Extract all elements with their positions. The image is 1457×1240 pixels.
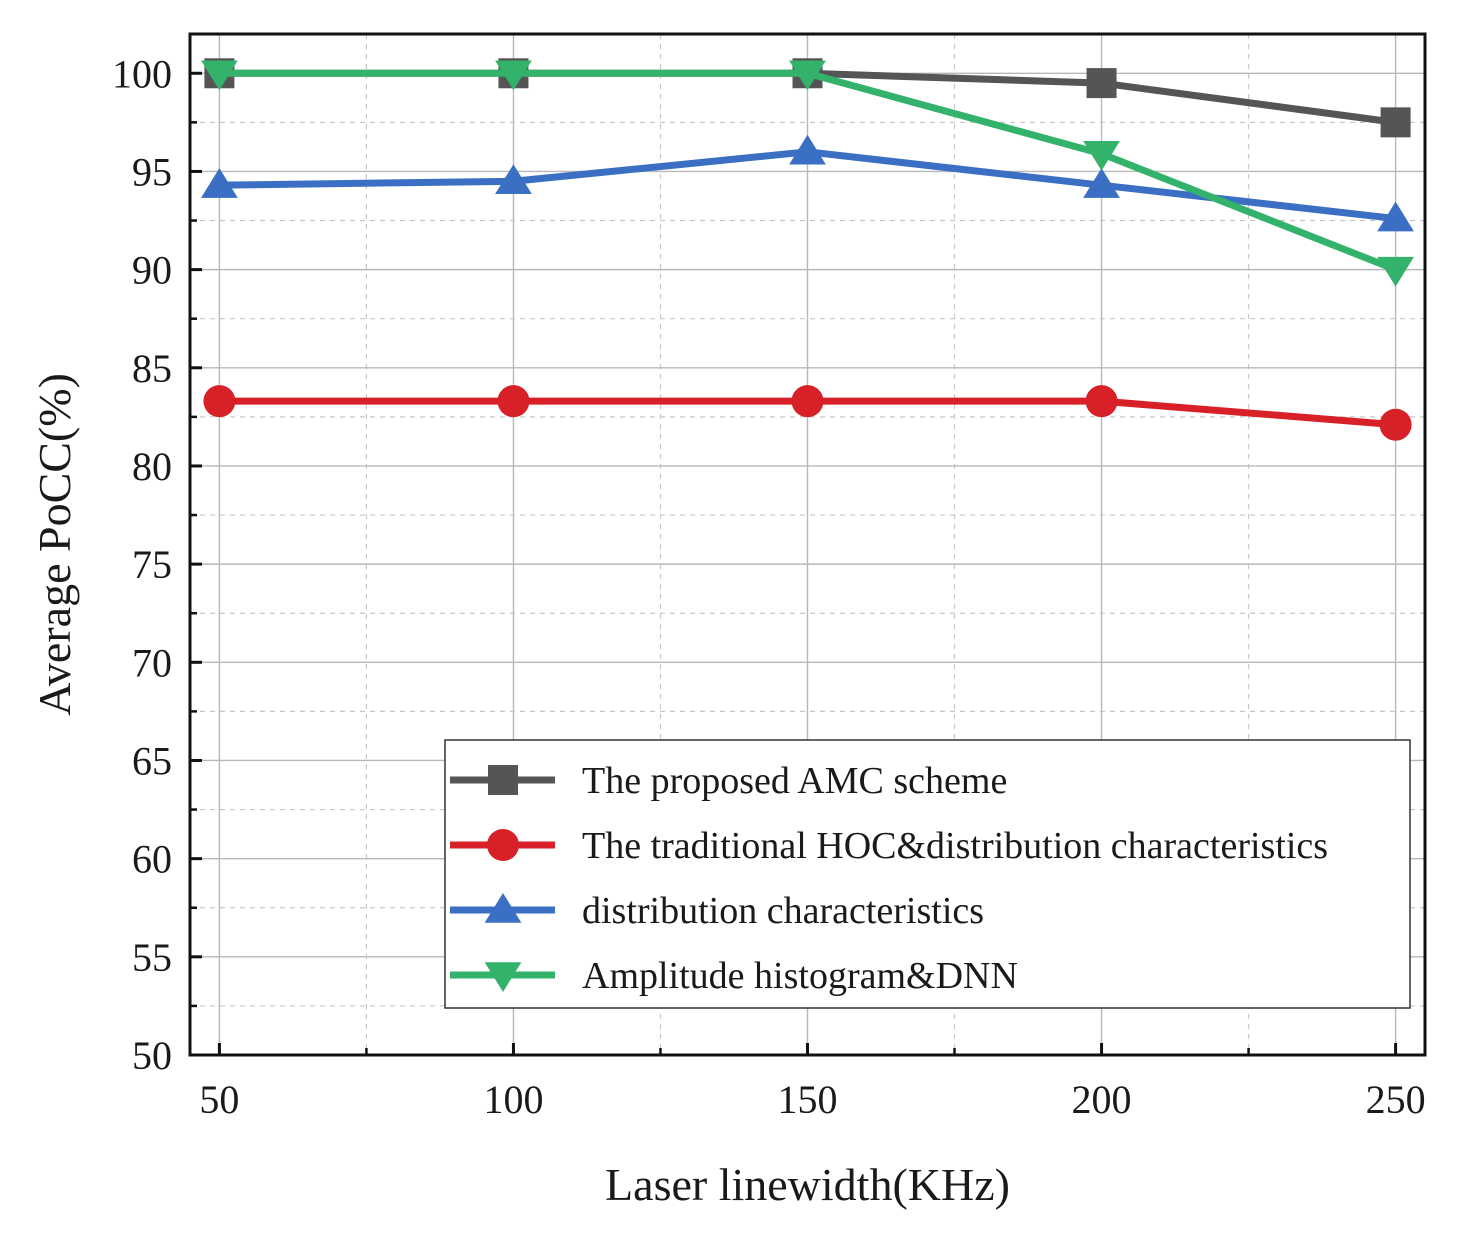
legend-label-1: The traditional HOC&distribution charact… — [582, 825, 1328, 867]
y-tick-label-85: 85 — [132, 346, 172, 391]
legend-marker-2 — [484, 893, 522, 923]
y-tick-label-70: 70 — [132, 640, 172, 685]
y-tick-label-50: 50 — [132, 1033, 172, 1078]
data-point-2-1 — [495, 164, 532, 195]
grid-lines — [190, 34, 1425, 1055]
y-tick-label-75: 75 — [132, 542, 172, 587]
data-point-1-1 — [497, 385, 530, 418]
data-point-3-2 — [789, 60, 826, 91]
data-point-3-4 — [1377, 256, 1414, 287]
legend-marker-3 — [484, 962, 522, 992]
data-point-2-3 — [1083, 168, 1120, 198]
legend-label-0: The proposed AMC scheme — [582, 760, 1007, 802]
y-tick-label-90: 90 — [132, 248, 172, 293]
legend-box — [444, 739, 1411, 1009]
y-tick-label-95: 95 — [132, 149, 172, 194]
x-tick-label-150: 150 — [778, 1077, 838, 1122]
data-point-2-4 — [1377, 201, 1414, 232]
series-2 — [201, 134, 1414, 232]
data-point-1-4 — [1379, 408, 1412, 441]
x-tick-label-100: 100 — [483, 1077, 543, 1122]
data-point-3-0 — [201, 60, 238, 91]
series-1 — [203, 385, 1412, 441]
legend-marker-0 — [488, 765, 518, 795]
x-tick-label-50: 50 — [199, 1077, 239, 1122]
data-point-1-2 — [791, 385, 824, 418]
data-point-3-3 — [1083, 141, 1120, 171]
legend-label-2: distribution characteristics — [582, 890, 984, 932]
y-tick-label-60: 60 — [132, 837, 172, 882]
series-layer — [201, 58, 1414, 441]
data-point-2-2 — [789, 134, 826, 165]
x-tick-label-200: 200 — [1072, 1077, 1132, 1122]
y-tick-label-80: 80 — [132, 444, 172, 489]
y-tick-label-100: 100 — [112, 51, 172, 96]
data-point-1-0 — [203, 385, 236, 418]
legend: The proposed AMC scheme The traditional H… — [444, 739, 1411, 1009]
y-axis-title: Average PoCC(%) — [29, 373, 80, 716]
axes: 50 100 150 200 250 50 55 60 65 70 75 80 85 90 95 100 — [112, 32, 1427, 1122]
legend-label-3: Amplitude histogram&DNN — [582, 955, 1018, 997]
data-point-2-0 — [201, 168, 238, 198]
legend-marker-1 — [487, 829, 519, 861]
data-point-0-3 — [1086, 68, 1117, 99]
data-point-3-1 — [495, 60, 532, 91]
series-3 — [201, 60, 1414, 287]
x-axis-title: Laser linewidth(KHz) — [605, 1159, 1010, 1210]
y-tick-label-65: 65 — [132, 738, 172, 783]
y-tick-label-55: 55 — [132, 935, 172, 980]
data-point-0-4 — [1380, 107, 1411, 138]
data-point-1-3 — [1085, 385, 1118, 418]
x-tick-label-250: 250 — [1366, 1077, 1426, 1122]
